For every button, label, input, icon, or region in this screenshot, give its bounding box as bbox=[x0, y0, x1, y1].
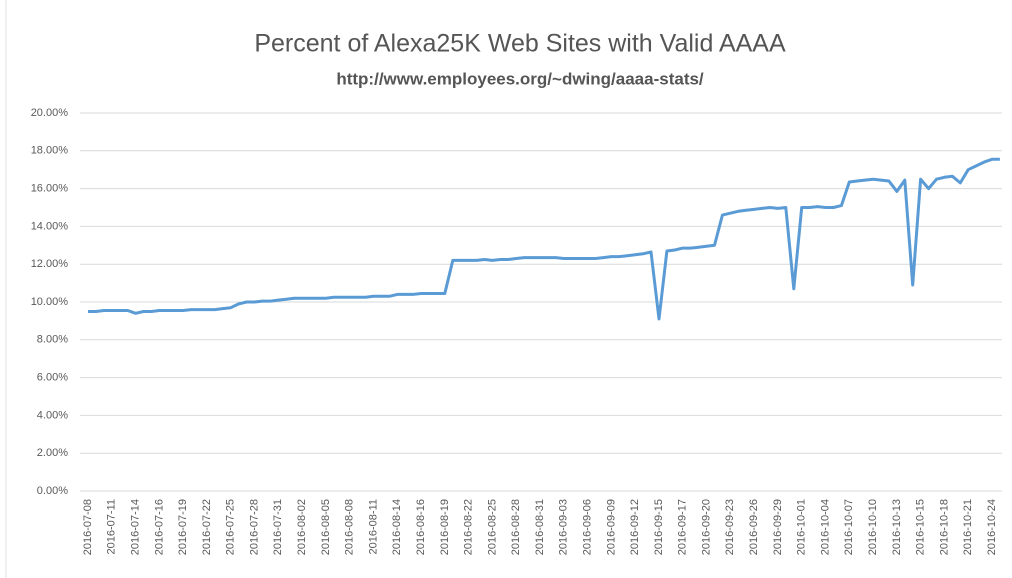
x-tick-label: 2016-07-31 bbox=[272, 499, 284, 555]
x-tick-label: 2016-09-06 bbox=[581, 499, 593, 555]
y-tick-label: 20.00% bbox=[31, 107, 69, 119]
x-tick-label: 2016-09-23 bbox=[724, 499, 736, 555]
y-tick-label: 8.00% bbox=[37, 334, 68, 346]
x-tick-label: 2016-09-20 bbox=[700, 499, 712, 555]
x-tick-label: 2016-10-18 bbox=[938, 499, 950, 555]
x-tick-label: 2016-10-04 bbox=[819, 499, 831, 555]
x-tick-label: 2016-10-10 bbox=[867, 499, 879, 555]
x-tick-label: 2016-08-14 bbox=[391, 499, 403, 555]
y-tick-label: 18.00% bbox=[31, 145, 69, 157]
y-tick-label: 6.00% bbox=[37, 372, 68, 384]
x-tick-label: 2016-10-15 bbox=[915, 499, 927, 555]
x-tick-label: 2016-07-11 bbox=[106, 499, 118, 554]
x-tick-label: 2016-10-01 bbox=[796, 499, 808, 555]
y-tick-label: 16.00% bbox=[31, 183, 69, 195]
y-tick-label: 2.00% bbox=[37, 447, 68, 459]
x-tick-label: 2016-10-07 bbox=[843, 499, 855, 555]
data-line bbox=[88, 157, 1000, 321]
chart-subtitle: http://www.employees.org/~dwing/aaaa-sta… bbox=[336, 69, 704, 88]
x-tick-label: 2016-09-15 bbox=[653, 499, 665, 555]
x-tick-label: 2016-07-16 bbox=[153, 499, 165, 555]
x-tick-label: 2016-09-26 bbox=[748, 499, 760, 555]
x-tick-label: 2016-08-02 bbox=[296, 499, 308, 555]
x-tick-label: 2016-08-19 bbox=[439, 499, 451, 555]
x-tick-label: 2016-08-08 bbox=[344, 499, 356, 555]
x-tick-label: 2016-09-03 bbox=[558, 499, 570, 555]
x-tick-label: 2016-07-14 bbox=[129, 499, 141, 555]
x-tick-label: 2016-08-22 bbox=[463, 499, 475, 555]
x-tick-label: 2016-08-16 bbox=[415, 499, 427, 555]
x-tick-label: 2016-10-21 bbox=[962, 499, 974, 555]
x-tick-label: 2016-08-11 bbox=[367, 499, 379, 554]
y-tick-label: 12.00% bbox=[31, 258, 69, 270]
x-tick-label: 2016-07-19 bbox=[177, 499, 189, 555]
x-tick-label: 2016-08-05 bbox=[320, 499, 332, 555]
x-tick-label: 2016-09-17 bbox=[677, 499, 689, 555]
x-tick-label: 2016-09-29 bbox=[772, 499, 784, 555]
x-tick-label: 2016-09-12 bbox=[629, 499, 641, 555]
x-tick-label: 2016-09-09 bbox=[605, 499, 617, 555]
x-tick-label: 2016-10-24 bbox=[986, 499, 998, 555]
x-tick-label: 2016-08-25 bbox=[486, 499, 498, 555]
x-tick-label: 2016-08-28 bbox=[510, 499, 522, 555]
x-tick-label: 2016-07-28 bbox=[248, 499, 260, 555]
x-tick-label: 2016-07-22 bbox=[201, 499, 213, 555]
y-tick-label: 14.00% bbox=[31, 220, 69, 232]
x-tick-label: 2016-07-08 bbox=[82, 499, 94, 555]
y-tick-label: 10.00% bbox=[31, 296, 69, 308]
chart-title: Percent of Alexa25K Web Sites with Valid… bbox=[254, 30, 786, 58]
y-tick-label: 0.00% bbox=[37, 485, 68, 497]
x-tick-label: 2016-10-13 bbox=[891, 499, 903, 555]
x-tick-label: 2016-07-25 bbox=[225, 499, 237, 555]
y-tick-label: 4.00% bbox=[37, 409, 68, 421]
x-tick-label: 2016-08-31 bbox=[534, 499, 546, 555]
